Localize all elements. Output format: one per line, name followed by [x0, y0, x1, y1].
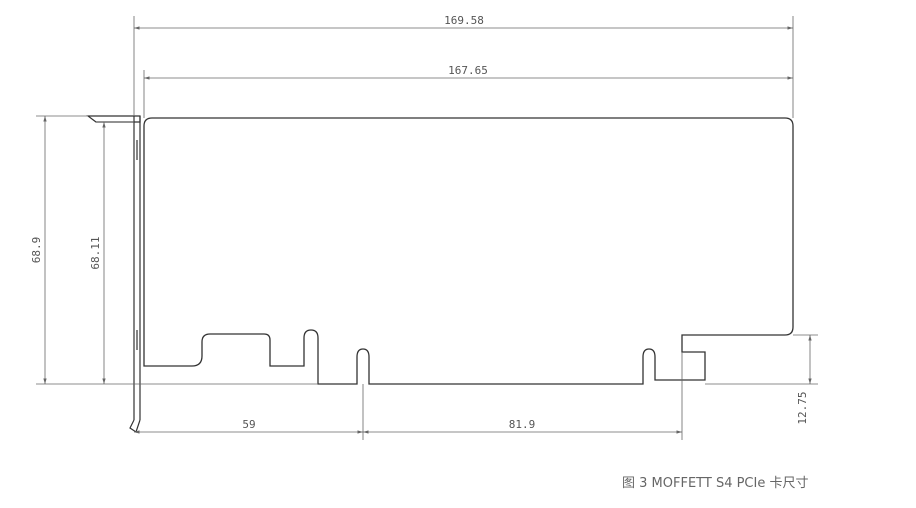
card-outline	[143, 117, 794, 385]
total-length-label: 169.58	[444, 14, 484, 27]
card-length-label: 167.65	[448, 64, 488, 77]
bracket-height-label: 68.9	[30, 237, 43, 264]
mounting-bracket	[86, 115, 141, 433]
key-to-end-label: 81.9	[509, 418, 536, 431]
card-height-label: 68.11	[89, 236, 102, 269]
figure-caption: 图 3 MOFFETT S4 PCIe 卡尺寸	[622, 476, 809, 491]
bracket-to-key-label: 59	[242, 418, 255, 431]
end-tab-height-label: 12.75	[796, 391, 809, 424]
